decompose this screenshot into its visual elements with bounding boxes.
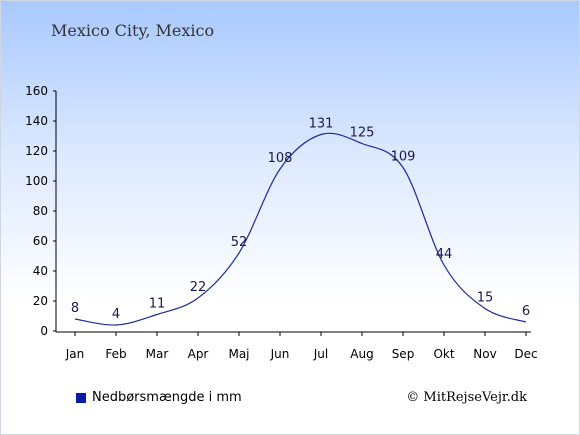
y-tick-label: 120 [25, 144, 48, 158]
y-tick-label: 0 [40, 324, 48, 338]
data-label: 8 [71, 301, 79, 316]
y-tick-label: 60 [33, 234, 48, 248]
y-tick-label: 80 [33, 204, 48, 218]
x-tick-label: Maj [228, 347, 249, 361]
series-layer [74, 132, 527, 326]
x-tick-label: Aug [350, 347, 373, 361]
y-tick-label: 140 [25, 114, 48, 128]
x-tick-label: Dec [514, 347, 537, 361]
data-label: 6 [522, 304, 530, 319]
credit-text: © MitRejseVejr.dk [406, 390, 527, 405]
data-label: 22 [190, 280, 207, 295]
data-label: 44 [436, 247, 453, 262]
series-line [74, 132, 527, 326]
x-axis-ticks: Jan Feb Mar Apr Maj Jun Jul Aug Sep Okt Nov Dec [65, 332, 538, 361]
y-tick-label: 160 [25, 84, 48, 98]
x-tick-label: Apr [188, 347, 209, 361]
data-label: 11 [149, 297, 166, 312]
data-label: 15 [477, 291, 494, 306]
x-tick-label: Okt [433, 347, 454, 361]
data-label: 4 [112, 307, 120, 322]
legend-label: Nedbørsmængde i mm [92, 390, 242, 405]
data-label: 131 [309, 117, 334, 132]
x-tick-label: Jan [65, 347, 85, 361]
x-tick-label: Jun [270, 347, 290, 361]
x-tick-label: Mar [146, 347, 169, 361]
legend-swatch [76, 392, 86, 403]
x-tick-label: Jul [313, 347, 328, 361]
legend: Nedbørsmængde i mm [76, 390, 242, 405]
y-axis-ticks: 0 20 40 60 80 100 120 140 160 [25, 84, 56, 338]
x-tick-label: Nov [473, 347, 496, 361]
data-labels: 8 4 11 22 52 108 131 125 109 44 15 6 [71, 117, 530, 323]
y-tick-label: 100 [25, 174, 48, 188]
axes [55, 91, 531, 333]
chart-title: Mexico City, Mexico [51, 21, 215, 40]
y-tick-label: 20 [33, 294, 48, 308]
data-label: 52 [231, 235, 248, 250]
x-tick-label: Sep [392, 347, 415, 361]
x-tick-label: Feb [105, 347, 126, 361]
data-label: 108 [268, 151, 293, 166]
y-tick-label: 40 [33, 264, 48, 278]
data-label: 109 [391, 150, 416, 165]
data-label: 125 [350, 126, 375, 141]
